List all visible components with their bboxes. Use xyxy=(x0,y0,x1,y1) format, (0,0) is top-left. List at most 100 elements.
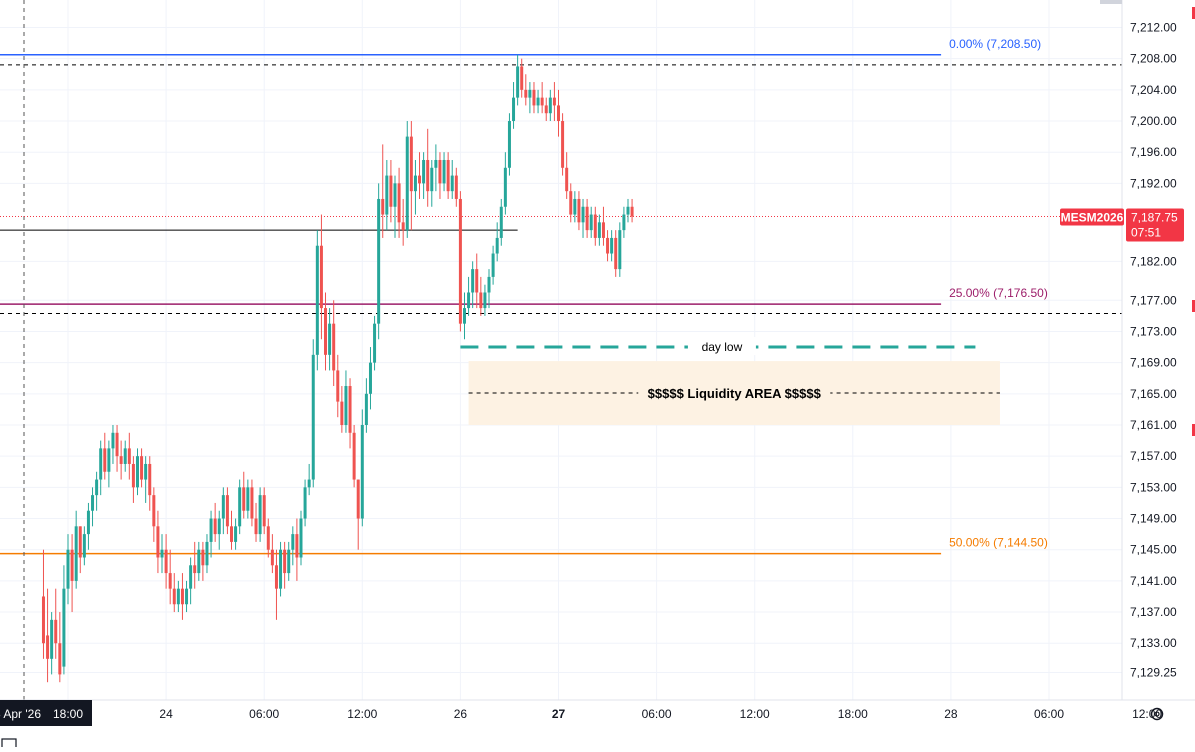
candle-down[interactable] xyxy=(565,167,569,192)
candle-down[interactable] xyxy=(242,487,246,511)
candle-up[interactable] xyxy=(373,323,377,363)
candle-up[interactable] xyxy=(491,253,495,277)
candle-up[interactable] xyxy=(516,66,520,98)
candle-down[interactable] xyxy=(569,191,573,215)
candle-up[interactable] xyxy=(589,214,593,231)
candle-down[interactable] xyxy=(54,619,58,644)
candle-down[interactable] xyxy=(180,588,184,605)
candle-up[interactable] xyxy=(205,541,209,566)
candle-down[interactable] xyxy=(614,237,618,270)
candle-up[interactable] xyxy=(307,479,311,488)
candle-up[interactable] xyxy=(503,167,507,207)
candle-down[interactable] xyxy=(78,526,82,558)
candle-up[interactable] xyxy=(176,588,180,605)
candle-down[interactable] xyxy=(152,495,156,527)
candle-down[interactable] xyxy=(454,175,458,199)
candle-down[interactable] xyxy=(381,198,385,215)
candle-down[interactable] xyxy=(140,456,144,480)
candle-up[interactable] xyxy=(185,588,189,605)
candle-up[interactable] xyxy=(238,487,242,527)
candle-up[interactable] xyxy=(422,159,426,184)
candle-up[interactable] xyxy=(487,276,491,293)
candle-up[interactable] xyxy=(311,354,315,480)
candle-up[interactable] xyxy=(618,230,622,270)
candle-up[interactable] xyxy=(160,549,164,558)
candle-down[interactable] xyxy=(356,479,360,519)
candle-down[interactable] xyxy=(585,206,589,231)
candle-down[interactable] xyxy=(225,495,229,527)
candle-up[interactable] xyxy=(430,167,434,192)
candle-up[interactable] xyxy=(413,175,417,192)
symbol-tag[interactable] xyxy=(1060,208,1124,226)
candle-down[interactable] xyxy=(164,549,168,574)
candle-down[interactable] xyxy=(577,198,581,223)
time-axis[interactable] xyxy=(0,700,1195,746)
candle-down[interactable] xyxy=(446,159,450,192)
candle-up[interactable] xyxy=(123,448,127,464)
candle-down[interactable] xyxy=(148,463,152,496)
candle-up[interactable] xyxy=(91,495,95,511)
candle-down[interactable] xyxy=(254,518,258,535)
candle-down[interactable] xyxy=(41,596,45,644)
candle-up[interactable] xyxy=(528,89,532,98)
candle-up[interactable] xyxy=(95,479,99,496)
candle-down[interactable] xyxy=(557,105,560,122)
candle-up[interactable] xyxy=(315,245,319,355)
candle-up[interactable] xyxy=(512,97,516,122)
candle-up[interactable] xyxy=(299,518,303,558)
candle-down[interactable] xyxy=(283,549,287,574)
candle-up[interactable] xyxy=(99,448,103,480)
candle-down[interactable] xyxy=(201,549,205,566)
candle-up[interactable] xyxy=(434,159,438,168)
toolbar-handle[interactable] xyxy=(1100,0,1122,4)
candle-up[interactable] xyxy=(62,588,66,667)
candle-down[interactable] xyxy=(213,518,217,535)
candle-down[interactable] xyxy=(262,495,266,527)
candle-down[interactable] xyxy=(193,565,197,574)
candle-up[interactable] xyxy=(111,432,115,449)
candle-down[interactable] xyxy=(540,97,544,106)
candle-up[interactable] xyxy=(385,175,389,215)
candle-up[interactable] xyxy=(197,549,201,574)
candle-down[interactable] xyxy=(397,183,401,223)
candle-up[interactable] xyxy=(626,206,630,215)
candle-up[interactable] xyxy=(622,214,626,231)
candle-down[interactable] xyxy=(70,549,74,581)
candle-down[interactable] xyxy=(324,308,328,355)
candle-down[interactable] xyxy=(127,448,131,464)
candle-up[interactable] xyxy=(581,206,585,223)
candle-down[interactable] xyxy=(458,198,462,324)
candle-down[interactable] xyxy=(270,549,274,566)
candle-down[interactable] xyxy=(348,386,352,433)
candle-up[interactable] xyxy=(536,97,540,106)
candle-up[interactable] xyxy=(364,393,368,425)
candle-up[interactable] xyxy=(107,448,111,472)
candle-down[interactable] xyxy=(46,635,50,659)
candle-down[interactable] xyxy=(532,89,536,106)
candle-up[interactable] xyxy=(74,526,78,581)
candle-down[interactable] xyxy=(426,159,430,192)
candle-down[interactable] xyxy=(336,370,340,402)
gear-icon[interactable] xyxy=(1150,707,1164,721)
candle-down[interactable] xyxy=(230,526,233,542)
candle-up[interactable] xyxy=(610,237,614,254)
candle-down[interactable] xyxy=(520,66,524,90)
candle-down[interactable] xyxy=(119,456,123,464)
candle-down[interactable] xyxy=(103,448,107,472)
candle-down[interactable] xyxy=(340,401,344,425)
candle-down[interactable] xyxy=(479,292,483,309)
candle-down[interactable] xyxy=(274,565,278,589)
candle-up[interactable] xyxy=(50,619,54,659)
candle-down[interactable] xyxy=(389,175,393,207)
candle-up[interactable] xyxy=(217,518,221,535)
candle-up[interactable] xyxy=(483,292,487,309)
candle-down[interactable] xyxy=(606,237,610,254)
candle-up[interactable] xyxy=(86,510,90,535)
candle-up[interactable] xyxy=(246,487,250,511)
candle-down[interactable] xyxy=(544,105,548,114)
candle-down[interactable] xyxy=(601,222,605,238)
candle-up[interactable] xyxy=(303,487,307,519)
candle-up[interactable] xyxy=(287,549,291,574)
